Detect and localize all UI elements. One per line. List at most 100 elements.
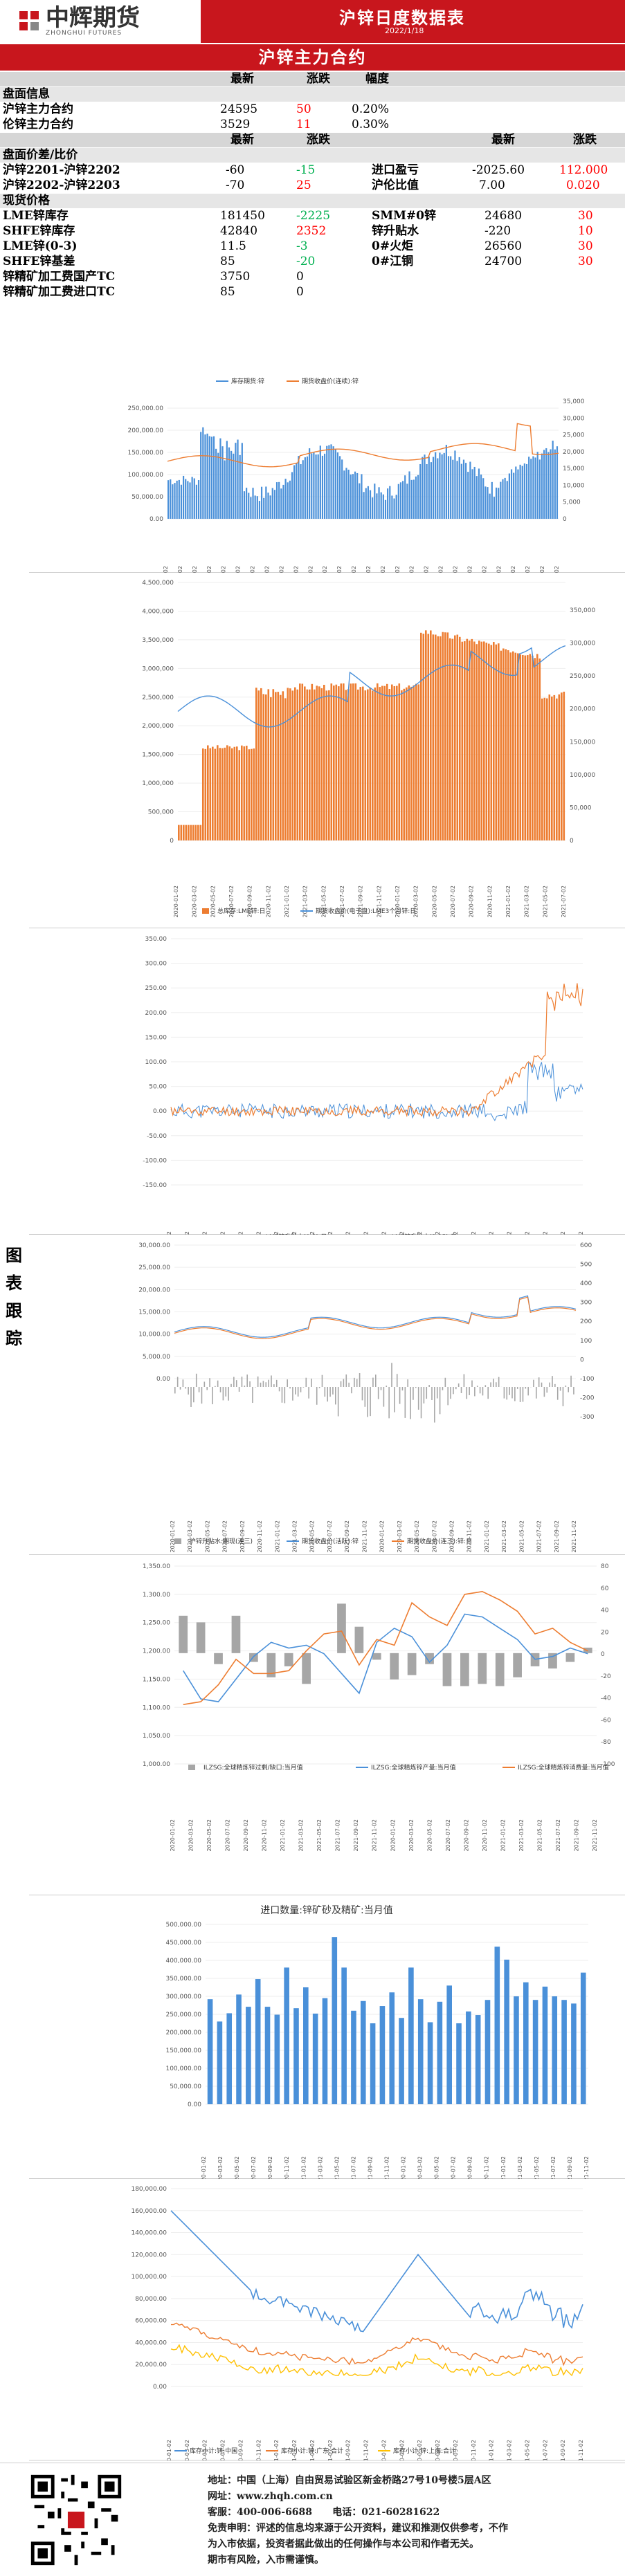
chart-bar xyxy=(265,694,267,840)
x-tick-label: 2021-01-02 xyxy=(500,1819,506,1852)
chart-bar xyxy=(182,475,185,519)
y-left-tick: 140,000.00 xyxy=(131,2230,167,2237)
chart-bar xyxy=(243,746,246,840)
chart-bar xyxy=(235,443,237,519)
chart-bar xyxy=(328,690,330,840)
chart-bar xyxy=(345,690,347,840)
footer-website[interactable]: 网址：www.zhqh.com.cn xyxy=(208,2491,333,2502)
x-tick-label: 2021-07-02 xyxy=(550,2156,556,2179)
chart-bar xyxy=(420,632,422,840)
x-tick-label: 2021-11-02 xyxy=(322,566,328,573)
chart-bar xyxy=(410,1387,411,1419)
chart-bar xyxy=(348,1382,350,1387)
chart-bar xyxy=(543,697,546,840)
chart-bar xyxy=(422,634,425,840)
x-tick-label: 2021-11-02 xyxy=(383,2156,390,2179)
chart-bar xyxy=(235,1380,237,1387)
chart-bar xyxy=(180,484,183,519)
y-right-tick: 200 xyxy=(580,1318,592,1325)
chart-bar xyxy=(556,698,558,840)
y-left-tick: 1,350.00 xyxy=(143,1563,170,1570)
chart-bar xyxy=(437,636,440,840)
chart-bar xyxy=(274,2014,280,2104)
chart-bar xyxy=(454,635,456,840)
chart-bar xyxy=(439,452,441,519)
chart-line xyxy=(174,1295,577,1338)
chart-bar xyxy=(347,469,350,519)
x-tick-label: 2021-03-02 xyxy=(507,2440,513,2460)
chart-bar xyxy=(391,495,393,519)
chart-bar xyxy=(450,456,452,519)
x-tick-label: 2020-01-02 xyxy=(510,566,516,573)
chart-bar xyxy=(335,684,338,840)
chart-bar xyxy=(222,1387,224,1401)
row-change2: 10 xyxy=(578,224,593,238)
chart-bar xyxy=(460,1387,462,1394)
x-tick-label: 2020-11-02 xyxy=(487,885,493,918)
y-right-tick: 0 xyxy=(580,1356,584,1363)
chart-bar xyxy=(377,683,379,840)
chart-bar xyxy=(260,1382,262,1387)
chart-bar xyxy=(287,1379,288,1387)
chart-bar xyxy=(296,463,298,519)
table-row: 锌精矿加工费进口TC 85 0 xyxy=(0,285,625,300)
row-change: -2225 xyxy=(296,209,331,223)
header-bar: 中辉期货 ZHONGHUI FUTURES 沪锌日度数据表 2022/1/18 xyxy=(0,0,625,43)
chart-bar xyxy=(280,694,282,840)
chart-bar xyxy=(516,1387,518,1389)
legend-label: 库存小计:锌:中国 xyxy=(190,2447,237,2455)
chart-bar xyxy=(275,692,277,840)
x-tick-label: 2021-07-02 xyxy=(339,885,345,918)
chart-bar xyxy=(466,1387,468,1399)
chart-bar xyxy=(221,748,224,840)
chart-bar xyxy=(248,493,250,519)
chart-bar xyxy=(338,686,340,840)
chart-bar xyxy=(300,464,302,519)
chart-bar xyxy=(554,1383,556,1387)
chart-bar xyxy=(491,481,493,519)
x-tick-label: 2020-03-02 xyxy=(217,2156,224,2179)
chart-bar xyxy=(427,634,430,840)
chart-bar xyxy=(188,825,190,840)
chart-bar xyxy=(444,632,446,840)
chart-bar xyxy=(519,464,521,519)
x-tick-label: 2020-09-02 xyxy=(449,1520,455,1553)
chart-bar xyxy=(463,1374,465,1387)
chart-bar xyxy=(343,1379,345,1387)
chart-bar xyxy=(289,1387,291,1389)
x-tick-label: 2020-09-02 xyxy=(395,566,401,573)
chart-bar xyxy=(202,748,204,840)
chart-bar xyxy=(490,1382,491,1387)
chart-bar xyxy=(284,1967,289,2104)
chart-bar xyxy=(504,1959,509,2104)
chart-bar xyxy=(300,1387,302,1392)
x-tick-label: 2020-03-02 xyxy=(397,1520,403,1553)
chart-bar xyxy=(329,1387,331,1397)
chart-bar xyxy=(476,1386,478,1387)
chart-bar xyxy=(536,654,538,840)
x-tick-label: 2021-11-02 xyxy=(363,1231,370,1235)
chart-bar xyxy=(301,683,304,840)
x-tick-label: 2021-09-02 xyxy=(307,566,314,573)
chart-bar xyxy=(439,1387,441,1415)
x-tick-label: 2021-09-02 xyxy=(358,885,364,918)
y-right-tick: 60 xyxy=(601,1585,609,1592)
chart-bar xyxy=(226,745,228,840)
footer-disclaimer-2: 为入市依据，投资者据此做出的任何操作与本公司和作者无关。 xyxy=(208,2539,479,2550)
chart-bar xyxy=(209,1378,210,1387)
chart-bar xyxy=(441,454,443,519)
chart-bar xyxy=(554,449,556,519)
legend-label: ILZSG:全球精炼锌消费量:当月值 xyxy=(518,1763,609,1772)
chart-bar xyxy=(496,1382,497,1387)
chart-bar xyxy=(505,649,507,840)
chart-bar xyxy=(275,1379,278,1387)
chart-bar xyxy=(454,450,456,519)
legend-label: 沪锌升贴水:期现(连三) xyxy=(190,1537,253,1545)
chart-bar xyxy=(479,1387,481,1394)
x-tick-label: 2021-09-02 xyxy=(567,2156,573,2179)
x-tick-label: 2020-05-02 xyxy=(206,1819,212,1852)
y-right-tick: 100,000 xyxy=(570,772,595,779)
x-tick-label: 2020-05-02 xyxy=(365,566,372,573)
footer-phone: 电话：021-60281622 xyxy=(332,2507,440,2518)
chart-bar xyxy=(333,686,335,840)
